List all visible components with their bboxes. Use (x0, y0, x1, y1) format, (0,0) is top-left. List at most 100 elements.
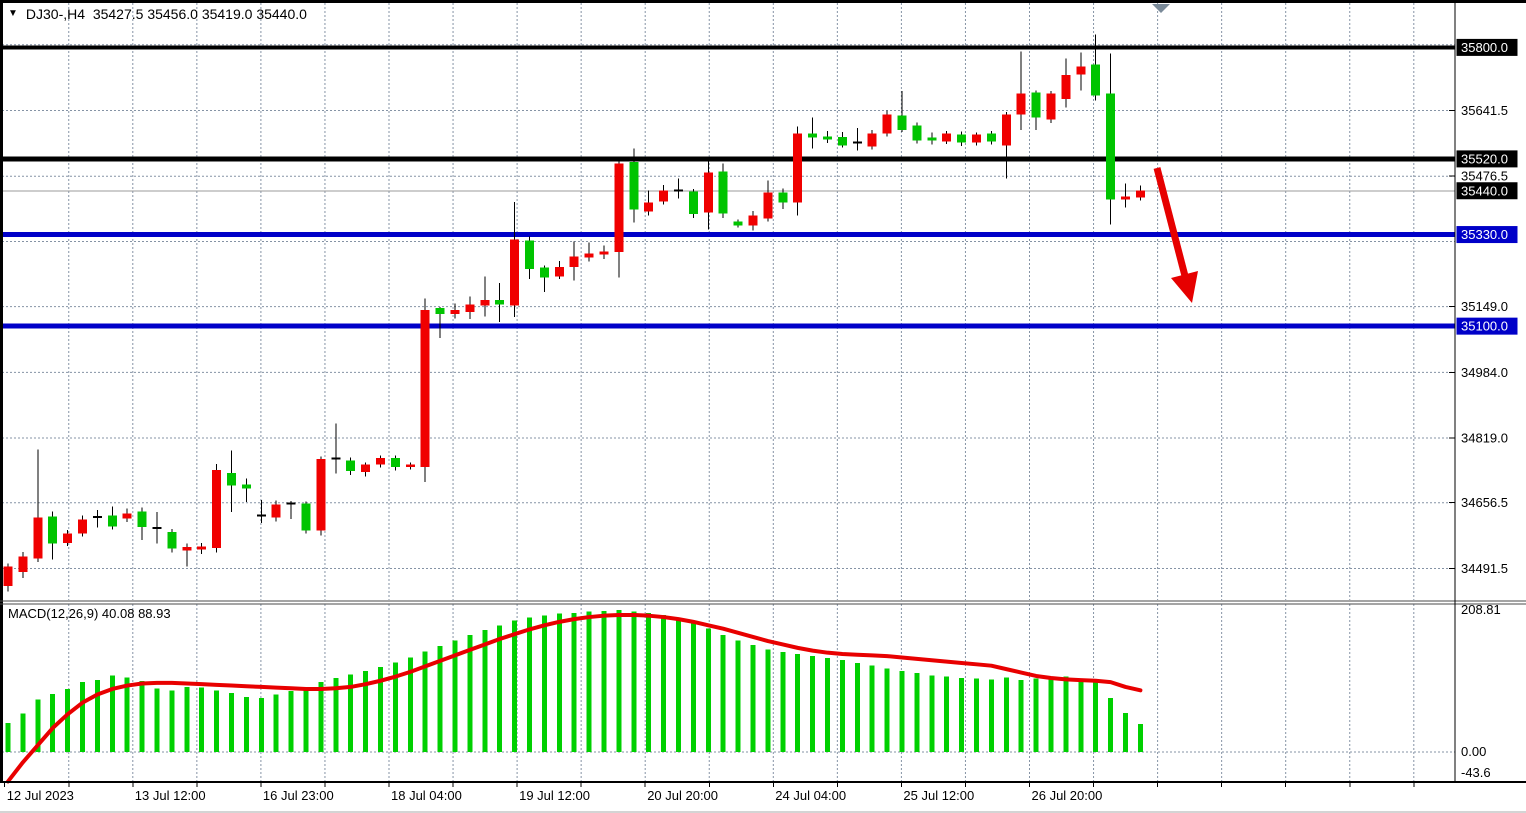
macd-histogram-bar (735, 640, 741, 752)
candle-body (569, 256, 579, 268)
macd-histogram-bar (601, 610, 607, 752)
candle-body (1046, 93, 1056, 120)
candle-body (346, 460, 356, 472)
macd-histogram-bar (1048, 678, 1054, 752)
time-axis-label: 16 Jul 23:00 (263, 788, 334, 803)
price-badge-35330.0 (1456, 226, 1518, 244)
macd-histogram-bar (929, 675, 935, 752)
candle-body (48, 516, 58, 544)
trend-arrow-head[interactable] (1171, 271, 1198, 303)
macd-histogram-bar (959, 678, 965, 752)
candle-body (182, 547, 192, 551)
macd-histogram-bar (631, 611, 637, 752)
candle-body (197, 546, 207, 550)
candle-body (986, 133, 996, 142)
candle-body (539, 267, 549, 278)
price-badge-35800.0 (1456, 38, 1518, 56)
symbol-dropdown-icon[interactable]: ▼ (8, 8, 18, 19)
candle-body (927, 137, 937, 141)
candle-body (480, 299, 490, 306)
price-axis-label: 34491.5 (1461, 561, 1508, 576)
candle-body (465, 304, 475, 313)
macd-axis-label-min: -43.6 (1461, 765, 1491, 780)
macd-histogram-bar (303, 686, 309, 752)
time-axis-label: 20 Jul 20:00 (647, 788, 718, 803)
macd-histogram-bar (184, 686, 190, 752)
macd-histogram-bar (795, 654, 801, 752)
macd-histogram-bar (914, 673, 920, 752)
candle-body (510, 239, 520, 306)
macd-histogram-bar (273, 694, 279, 752)
trend-arrow-shaft[interactable] (1153, 167, 1189, 277)
window-border-top (0, 0, 1526, 3)
candle-body (241, 484, 251, 489)
price-axis-label: 34984.0 (1461, 365, 1508, 380)
macd-histogram-bar (65, 688, 71, 752)
price-badge-35520.0 (1456, 150, 1518, 168)
macd-histogram-bar (50, 693, 56, 752)
macd-histogram-bar (94, 680, 100, 752)
candle-body (793, 133, 803, 203)
candle-body (808, 133, 818, 138)
price-badge-label: 35330.0 (1461, 227, 1508, 242)
macd-histogram-bar (1063, 676, 1069, 752)
macd-histogram-bar (378, 667, 383, 752)
candle-body (599, 251, 609, 255)
candle-body (748, 215, 758, 226)
candle-body (718, 171, 728, 214)
candle-body (1121, 196, 1130, 200)
macd-histogram-bar (690, 622, 696, 752)
candle-body (554, 267, 564, 277)
macd-histogram-bar (1123, 712, 1128, 752)
time-axis-label: 24 Jul 04:00 (775, 788, 846, 803)
macd-histogram-bar (810, 656, 816, 752)
candle-body (1031, 92, 1041, 118)
candle-body (1016, 93, 1026, 115)
macd-histogram-bar (348, 674, 354, 752)
symbol-period-label: DJ30-,H4 (25, 6, 86, 22)
price-axis-label: 34819.0 (1461, 431, 1508, 446)
macd-histogram-bar (527, 617, 532, 752)
candle-body (450, 309, 460, 314)
candle-body (63, 533, 73, 543)
candle-body (763, 192, 773, 219)
candle-body (688, 191, 698, 215)
macd-histogram-bar (318, 682, 324, 752)
chart-shift-marker-icon[interactable] (1152, 4, 1170, 13)
macd-axis-label-zero: 0.00 (1461, 744, 1486, 759)
candle-body (122, 513, 132, 519)
macd-histogram-bar (214, 690, 220, 752)
macd-histogram-bar (1137, 723, 1143, 752)
time-axis-label: 18 Jul 04:00 (391, 788, 462, 803)
candle-body (837, 136, 847, 146)
macd-axis-label-max: 208.81 (1461, 602, 1501, 617)
macd-histogram-bar (720, 634, 726, 752)
macd-histogram-bar (124, 677, 130, 752)
macd-histogram-bar (571, 612, 577, 752)
candle-body (405, 464, 415, 468)
candle-body (1076, 66, 1086, 75)
candle-body (1001, 114, 1011, 146)
macd-histogram-bar (20, 713, 26, 752)
macd-histogram-bar (5, 723, 11, 752)
macd-histogram-bar (258, 697, 264, 752)
candle-body (912, 125, 922, 141)
price-badge-label: 35520.0 (1461, 151, 1508, 166)
macd-histogram-bar (780, 651, 786, 752)
price-badge-label: 35100.0 (1461, 319, 1508, 334)
macd-histogram-bar (422, 651, 428, 752)
macd-histogram-bar (363, 671, 369, 752)
macd-histogram-bar (616, 610, 622, 752)
macd-histogram-bar (80, 682, 85, 752)
macd-histogram-bar (139, 680, 145, 752)
candle-body (212, 469, 222, 548)
candle-body (1135, 190, 1145, 198)
candle-body (420, 309, 430, 468)
candle-body (1091, 64, 1101, 96)
candle-body (897, 115, 907, 131)
candle-body (525, 240, 534, 269)
macd-histogram-bar (35, 699, 41, 752)
macd-histogram-bar (944, 676, 950, 752)
